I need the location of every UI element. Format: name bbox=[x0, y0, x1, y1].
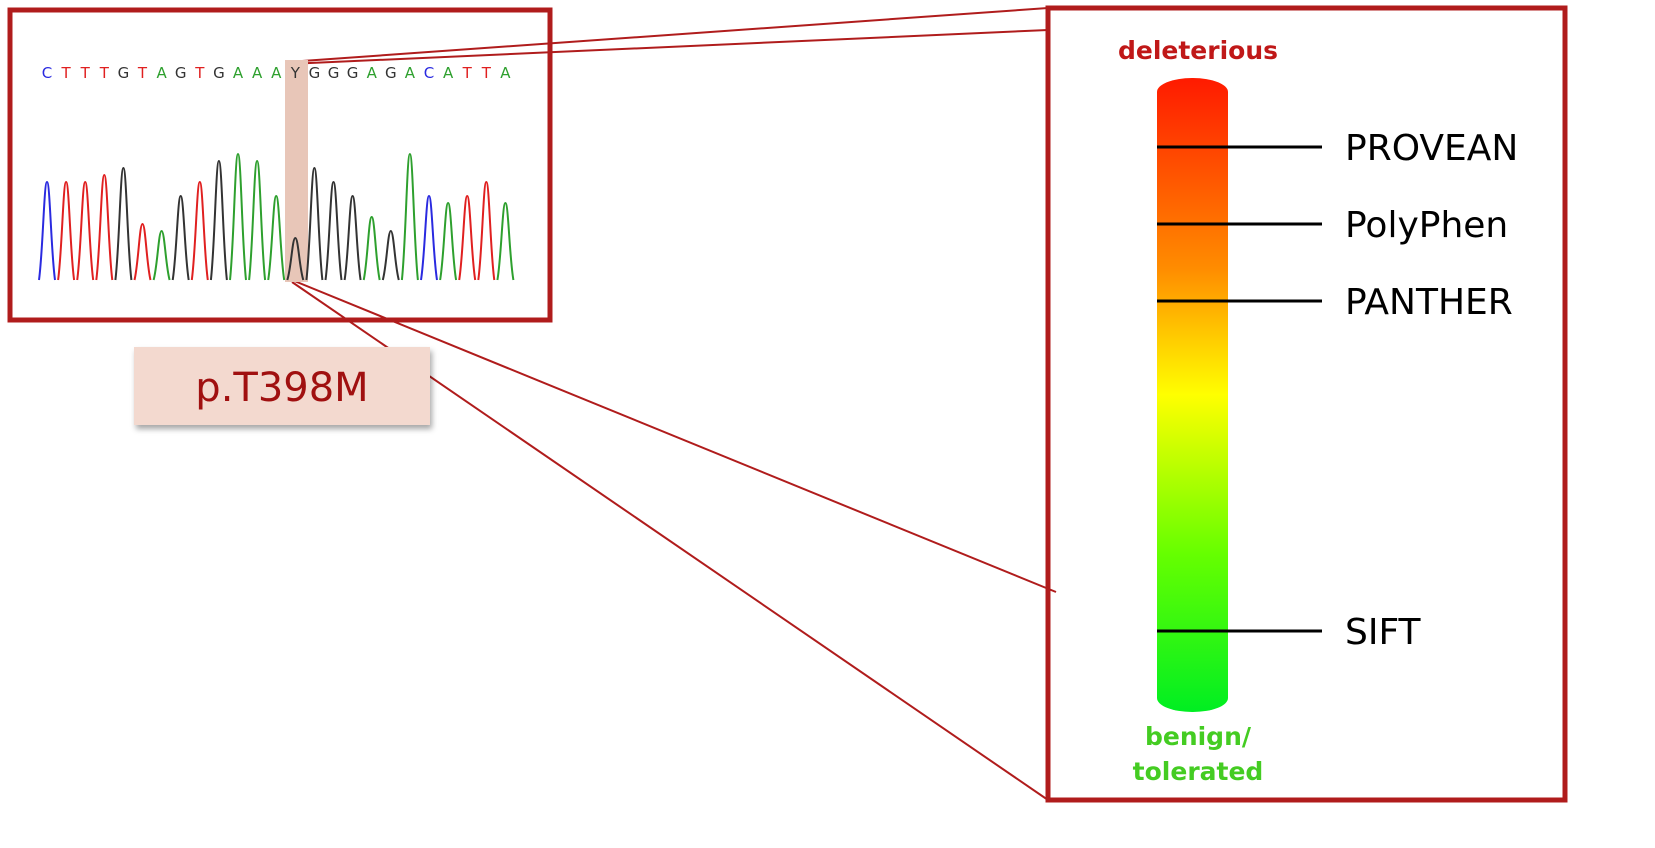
base: T bbox=[61, 64, 72, 82]
base: G bbox=[309, 64, 321, 82]
base: A bbox=[233, 64, 244, 82]
peak bbox=[39, 182, 55, 280]
peak bbox=[421, 196, 437, 280]
base: A bbox=[252, 64, 263, 82]
base: G bbox=[328, 64, 340, 82]
peak bbox=[249, 161, 265, 280]
tool-label: SIFT bbox=[1345, 612, 1422, 653]
gradient-bar bbox=[1157, 78, 1228, 712]
base: A bbox=[443, 64, 454, 82]
bottom-label: tolerated bbox=[1133, 757, 1264, 786]
peak bbox=[96, 175, 112, 280]
peak bbox=[326, 182, 342, 280]
peak bbox=[383, 231, 399, 280]
base: T bbox=[481, 64, 492, 82]
top-label: deleterious bbox=[1118, 36, 1278, 65]
base: G bbox=[213, 64, 225, 82]
variant-label: p.T398M bbox=[195, 365, 368, 411]
peak bbox=[211, 161, 227, 280]
peak bbox=[440, 203, 456, 280]
figure: CTTTGTAGTGAAAYGGGAGACATTA p.T398M delete… bbox=[0, 0, 1655, 848]
peak bbox=[345, 196, 361, 280]
base: T bbox=[462, 64, 473, 82]
tool-label: PANTHER bbox=[1345, 282, 1513, 323]
peak bbox=[58, 182, 74, 280]
peak bbox=[115, 168, 131, 280]
peak bbox=[135, 224, 151, 280]
bottom-label: benign/ bbox=[1145, 722, 1252, 751]
peak bbox=[268, 196, 284, 280]
peak bbox=[478, 182, 494, 280]
base: T bbox=[137, 64, 148, 82]
base: A bbox=[367, 64, 378, 82]
peak bbox=[230, 154, 246, 280]
base: A bbox=[271, 64, 282, 82]
base: T bbox=[194, 64, 205, 82]
chromatogram-trace bbox=[39, 154, 513, 280]
peak bbox=[459, 196, 475, 280]
base: Y bbox=[290, 64, 301, 82]
base: A bbox=[405, 64, 416, 82]
base: G bbox=[347, 64, 359, 82]
peak bbox=[77, 182, 93, 280]
peak bbox=[402, 154, 418, 280]
base: A bbox=[500, 64, 511, 82]
scale-frame bbox=[1048, 8, 1565, 800]
peak bbox=[192, 182, 208, 280]
base: T bbox=[99, 64, 110, 82]
peak bbox=[154, 231, 170, 280]
peak bbox=[364, 217, 380, 280]
base: G bbox=[385, 64, 397, 82]
tool-label: PROVEAN bbox=[1345, 128, 1518, 169]
tool-label: PolyPhen bbox=[1345, 205, 1508, 246]
peak bbox=[306, 168, 322, 280]
base: A bbox=[156, 64, 167, 82]
base: C bbox=[42, 64, 52, 82]
base: G bbox=[175, 64, 187, 82]
peak bbox=[497, 203, 513, 280]
variant-highlight bbox=[285, 60, 308, 282]
base: G bbox=[118, 64, 130, 82]
base: T bbox=[80, 64, 91, 82]
peak bbox=[173, 196, 189, 280]
base: C bbox=[424, 64, 434, 82]
